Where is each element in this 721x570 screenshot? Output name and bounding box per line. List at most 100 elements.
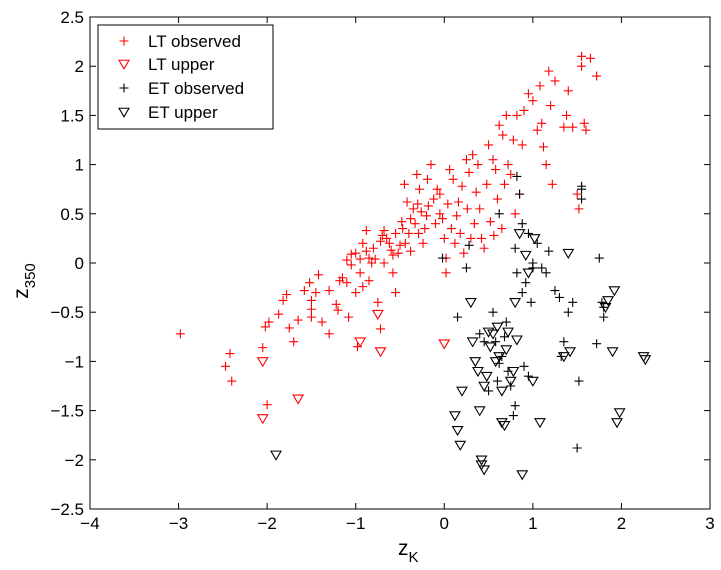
lt-observed-point (413, 199, 423, 209)
y-tick-label: 1.5 (60, 106, 84, 125)
et-upper-point (471, 366, 484, 378)
lt-upper-point (292, 394, 305, 405)
et-observed-point (577, 194, 587, 204)
lt-observed-point (577, 51, 587, 61)
lt-observed-point (453, 197, 463, 207)
lt-observed-point (503, 160, 513, 170)
lt-observed-point (391, 288, 401, 298)
lt-observed-point (464, 167, 474, 177)
lt-observed-point (379, 258, 389, 268)
et-observed-point (510, 243, 520, 253)
lt-observed-point (523, 89, 533, 99)
lt-observed-point (563, 86, 573, 96)
lt-observed-point (497, 224, 507, 234)
lt-upper-point (371, 309, 384, 321)
legend-marker-et-upper (118, 107, 130, 118)
x-tick-label: −1 (346, 514, 365, 533)
x-tick-label: −4 (80, 514, 99, 533)
y-tick-label: 2 (75, 57, 84, 76)
lt-observed-point (351, 288, 361, 298)
et-observed-point (517, 219, 527, 229)
et-upper-point (454, 440, 467, 451)
lt-observed-point (364, 276, 374, 286)
et-upper-point (519, 250, 532, 261)
et-observed-point (563, 307, 573, 317)
lt-upper-point (438, 339, 451, 350)
et-observed-point (512, 171, 522, 181)
et-upper-point (480, 371, 493, 382)
lt-observed-point (581, 125, 591, 135)
et-upper-point (504, 376, 517, 387)
et-observed-point (501, 317, 511, 327)
et-upper-point (482, 327, 495, 338)
lt-observed-point (227, 376, 237, 386)
lt-observed-point (562, 110, 572, 120)
et-observed-point (528, 258, 538, 268)
et-observed-point (572, 443, 582, 453)
lt-observed-point (412, 169, 422, 179)
lt-observed-point (404, 228, 414, 238)
et-upper-point (456, 386, 468, 397)
lt-observed-point (314, 270, 324, 280)
legend: LT observed LT upper ET observed ET uppe… (97, 24, 274, 130)
lt-observed-point (485, 217, 495, 227)
et-upper-point (522, 268, 535, 279)
lt-observed-point (400, 238, 410, 248)
et-observed-point (523, 228, 533, 238)
lt-observed-point (459, 248, 469, 258)
lt-observed-point (386, 245, 396, 255)
et-upper-point (466, 337, 479, 348)
lt-observed-point (429, 194, 439, 204)
lt-observed-point (550, 76, 560, 86)
lt-observed-point (311, 288, 321, 298)
lt-observed-point (494, 120, 504, 130)
lt-observed-point (278, 295, 288, 305)
lt-observed-point (492, 194, 502, 204)
legend-label-lt-upper: LT upper (148, 55, 215, 74)
lt-observed-point (461, 155, 471, 165)
lt-observed-point (410, 219, 420, 229)
lt-observed-point (559, 122, 569, 132)
lt-observed-point (355, 254, 365, 264)
lt-observed-point (414, 228, 424, 238)
legend-label-et-observed: ET observed (148, 79, 244, 98)
lt-observed-point (406, 246, 416, 256)
x-tick-label: 0 (440, 514, 449, 533)
et-upper-point (473, 406, 486, 417)
lt-observed-point (391, 228, 401, 238)
et-observed-point (438, 253, 448, 263)
lt-observed-point (462, 204, 472, 214)
lt-observed-point (528, 96, 538, 106)
lt-observed-point (432, 184, 442, 194)
et-upper-point (606, 347, 619, 358)
legend-label-lt-observed: LT observed (148, 32, 241, 51)
lt-observed-point (221, 361, 231, 371)
et-observed-point (550, 286, 560, 296)
lt-observed-point (395, 240, 405, 250)
y-tick-label: 1 (75, 156, 84, 175)
lt-observed-point (452, 211, 462, 221)
lt-observed-point (541, 160, 551, 170)
lt-observed-point (438, 214, 448, 224)
et-observed-point (577, 181, 587, 191)
et-upper-point (513, 229, 526, 240)
et-observed-point (537, 263, 547, 273)
lt-observed-point (457, 181, 467, 191)
lt-observed-point (498, 130, 508, 140)
lt-observed-point (469, 219, 479, 229)
et-upper-point (509, 298, 522, 309)
et-observed-point (559, 337, 569, 347)
lt-observed-point (479, 243, 489, 253)
lt-observed-point (364, 253, 374, 263)
lt-observed-point (333, 305, 343, 315)
lt-observed-point (568, 122, 578, 132)
et-observed-point (544, 246, 554, 256)
et-upper-point (491, 322, 504, 333)
et-observed-point (519, 361, 529, 371)
et-observed-point (500, 332, 510, 342)
lt-observed-point (344, 312, 354, 322)
et-observed-point (517, 288, 527, 298)
lt-observed-point (435, 189, 445, 199)
lt-observed-point (577, 61, 587, 71)
legend-marker-et-observed (119, 83, 129, 93)
